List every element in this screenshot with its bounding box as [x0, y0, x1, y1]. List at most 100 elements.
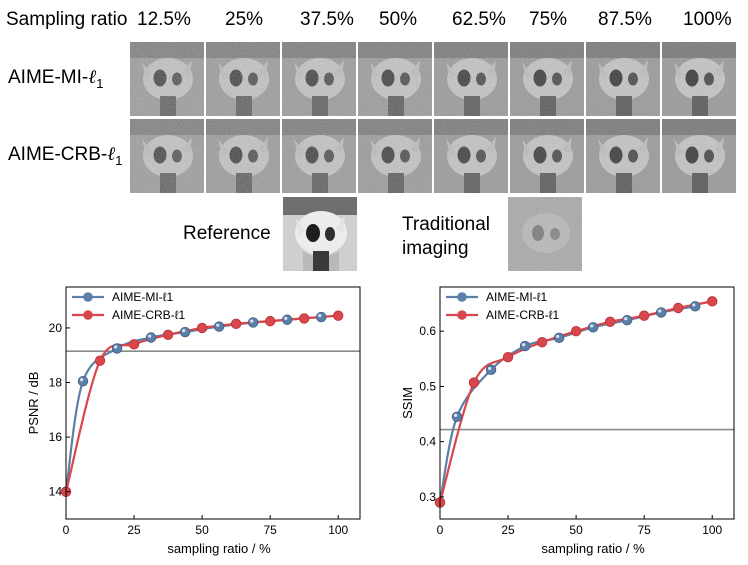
reconstruction-thumbnail	[662, 119, 736, 193]
data-point-highlight	[148, 334, 152, 338]
reconstruction-thumbnail	[434, 42, 508, 116]
data-point-crb	[638, 310, 650, 321]
data-point-crb	[502, 351, 514, 363]
data-point-highlight	[250, 319, 254, 323]
row-label-mi: AIME-MI-ℓ1	[8, 66, 104, 91]
ratio-label: 25%	[225, 9, 264, 30]
reconstruction-thumbnail	[434, 119, 508, 193]
data-point-highlight	[182, 329, 186, 333]
data-point-highlight	[216, 323, 220, 327]
data-point-crb	[230, 318, 242, 330]
data-point-highlight	[692, 303, 696, 307]
data-point-crb	[162, 329, 174, 340]
data-point-highlight	[624, 317, 628, 321]
x-tick-label: 75	[637, 523, 651, 537]
data-point-highlight	[284, 316, 288, 320]
reconstruction-thumbnail	[130, 119, 204, 193]
data-point-highlight	[658, 309, 662, 313]
ratio-label: 87.5%	[598, 9, 652, 30]
reconstruction-thumbnail	[586, 42, 660, 116]
data-point-highlight	[522, 343, 526, 347]
data-point-mi	[111, 343, 123, 354]
ratio-label: 100%	[683, 9, 732, 30]
data-point-mi	[316, 311, 327, 323]
data-point-crb	[333, 310, 344, 321]
y-tick-label: 16	[49, 430, 63, 444]
x-tick-label: 100	[328, 523, 348, 537]
series-line-mi	[438, 305, 696, 503]
data-point-crb	[468, 377, 480, 388]
data-point-highlight	[488, 366, 492, 371]
traditional-imaging-label: Traditional imaging	[402, 213, 490, 261]
reconstruction-thumbnail	[130, 42, 204, 116]
data-point-mi	[553, 332, 565, 344]
data-point-mi	[451, 411, 463, 423]
data-point-mi	[621, 314, 633, 326]
y-axis-label: PSNR / dB	[26, 372, 41, 435]
data-point-mi	[690, 301, 701, 312]
legend-label: AIME-CRB-ℓ1	[112, 308, 186, 322]
plot-frame	[65, 286, 361, 520]
data-point-mi	[281, 314, 293, 325]
traditional-image	[508, 197, 582, 271]
legend-label: AIME-MI-ℓ1	[486, 290, 548, 304]
plot-frame	[439, 286, 735, 520]
y-tick-label: 0.4	[419, 435, 436, 449]
y-axis-label: SSIM	[400, 387, 415, 419]
ratio-label: 37.5%	[300, 9, 354, 30]
legend-label: AIME-MI-ℓ1	[112, 290, 174, 304]
data-point-highlight	[114, 345, 118, 349]
data-point-mi	[77, 375, 89, 387]
reconstruction-thumbnail	[510, 42, 584, 116]
x-tick-label: 0	[437, 523, 444, 537]
y-tick-label: 18	[49, 376, 63, 390]
y-tick-label: 0.5	[419, 379, 436, 393]
legend-label: AIME-CRB-ℓ1	[486, 308, 560, 322]
reconstruction-thumbnail	[206, 119, 280, 193]
data-point-crb	[196, 322, 208, 334]
y-tick-label: 14	[49, 485, 63, 499]
reconstruction-thumbnail	[282, 42, 356, 116]
ratio-label: 12.5%	[137, 9, 191, 30]
x-tick-label: 0	[63, 523, 70, 537]
data-point-mi	[179, 326, 191, 338]
data-point-mi	[519, 340, 531, 352]
data-point-highlight	[590, 324, 594, 328]
data-point-crb	[570, 325, 582, 337]
legend-marker	[457, 292, 467, 302]
data-point-crb	[94, 355, 106, 366]
legend-marker	[83, 310, 93, 320]
data-point-mi	[655, 307, 667, 318]
x-tick-label: 75	[263, 523, 277, 537]
reconstruction-thumbnail	[206, 42, 280, 116]
psnr-chart: 0 25 50 75 100 14 16 18 20 sampling ratio / % PSNR…	[26, 286, 361, 556]
data-point-crb	[298, 313, 310, 324]
traditional-label-line1: Traditional	[402, 214, 491, 235]
x-axis-label: sampling ratio / %	[541, 541, 645, 556]
x-tick-label: 25	[501, 523, 515, 537]
legend-marker	[83, 292, 93, 302]
ratio-label: 50%	[379, 9, 418, 30]
series-line-mi	[64, 315, 322, 492]
reference-image	[283, 197, 357, 271]
traditional-label-line2: imaging	[402, 238, 469, 259]
data-point-mi	[145, 332, 157, 343]
reconstruction-thumbnail	[662, 42, 736, 116]
data-point-mi	[213, 321, 225, 332]
data-point-crb	[128, 339, 140, 350]
data-point-highlight	[80, 378, 84, 382]
ratio-label: 75%	[529, 9, 568, 30]
reconstruction-thumbnail	[586, 119, 660, 193]
data-point-highlight	[318, 314, 322, 318]
row-label-crb: AIME-CRB-ℓ1	[8, 143, 123, 168]
data-point-mi	[587, 322, 599, 333]
data-point-crb	[264, 315, 276, 327]
sampling-ratio-label: Sampling ratio	[6, 9, 128, 30]
data-point-crb	[672, 302, 684, 314]
series-line-crb	[64, 314, 339, 492]
y-tick-label: 20	[49, 321, 63, 335]
ratio-label: 62.5%	[452, 9, 506, 30]
reconstruction-thumbnail	[282, 119, 356, 193]
data-point-crb	[707, 296, 718, 307]
data-point-mi	[247, 317, 259, 328]
